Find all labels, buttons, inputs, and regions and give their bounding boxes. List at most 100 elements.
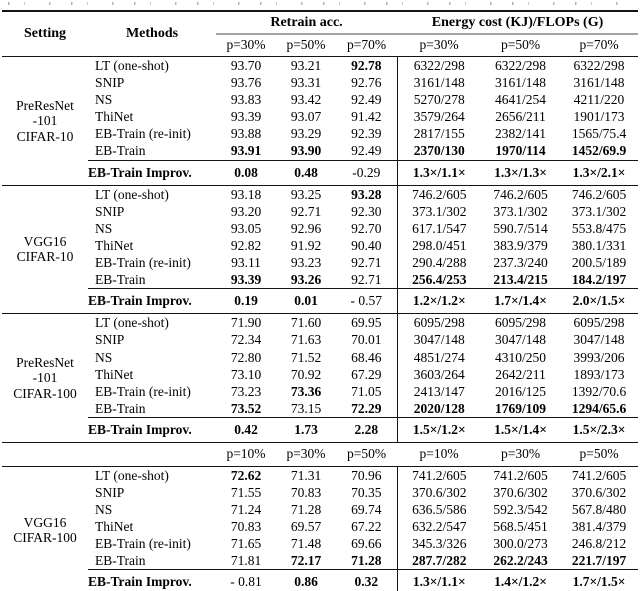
table-row: ThiNet 92.82 91.92 90.40 298.0/451 383.9/379 3… (2, 236, 638, 255)
table-row: NS 93.83 93.42 92.49 5270/278 4641/254 4211/22… (2, 91, 638, 109)
table-row: EB-Train 93.91 93.90 92.49 2370/130 1970/114 1… (2, 142, 638, 161)
method-cell: LT (one-shot) (95, 58, 169, 73)
improv-value-cell: 1.4×/1.2× (481, 569, 561, 591)
retrain-value-cell: 93.76 (230, 75, 262, 91)
improv-label-cell: EB-Train Improv. (88, 569, 216, 591)
retrain-value-cell: 92.70 (351, 220, 382, 236)
improv-value-cell: - 0.57 (336, 288, 398, 315)
improv-value-cell: 2.0×/1.5× (560, 288, 639, 315)
method-cell: NS (95, 92, 113, 108)
energy-value-cell: 370.6/302 (493, 484, 548, 500)
retrain-value-cell: 92.71 (290, 203, 322, 219)
method-cell: LT (one-shot) (95, 467, 169, 483)
energy-value-cell: 246.8/212 (571, 535, 627, 551)
retrain-value-cell: 70.01 (351, 332, 382, 348)
energy-value-cell: 298.0/451 (396, 236, 482, 255)
energy-value-cell: 741.2/605 (571, 467, 627, 483)
retrain-value-cell: 71.65 (230, 535, 262, 551)
table-row: EB-Train (re-init) 71.65 71.48 69.66 345.3/3… (2, 534, 638, 553)
retrain-value-cell: 72.62 (230, 467, 262, 483)
energy-value-cell: 6095/298 (573, 315, 625, 331)
energy-value-cell: 3161/148 (573, 75, 625, 91)
energy-value-cell: 553.8/475 (571, 220, 627, 236)
retrain-value-cell: 93.21 (290, 58, 322, 73)
p-label: p=50% (336, 442, 398, 467)
improv-value-cell: - 0.81 (216, 569, 276, 591)
improv-value-cell: 1.5×/2.3× (560, 416, 639, 443)
retrain-value-cell: 92.76 (351, 75, 382, 91)
p-label: p=70% (560, 34, 639, 57)
method-cell: ThiNet (95, 366, 134, 382)
energy-value-cell: 290.4/288 (396, 254, 482, 272)
retrain-value-cell: 67.22 (351, 518, 382, 534)
energy-value-cell: 1294/65.6 (571, 400, 627, 416)
improv-value-cell: -0.29 (336, 159, 398, 186)
energy-value-cell: 3161/148 (396, 74, 482, 92)
energy-value-cell: 746.2/605 (493, 186, 548, 202)
table-row: EB-Train 93.39 93.26 92.71 256.4/253 213.4/21… (2, 271, 638, 289)
group-header-energy-cost: Energy cost (KJ)/FLOPs (G) (397, 11, 639, 35)
table-row: PreResNet -101 CIFAR-10 LT (one-shot) 93.70 9… (2, 56, 638, 186)
setting-cell: PreResNet -101 CIFAR-100 (2, 313, 88, 443)
retrain-value-cell: 73.10 (230, 366, 262, 382)
retrain-value-cell: 71.28 (351, 553, 382, 569)
improv-row: EB-Train Improv. 0.42 1.73 2.28 1.5×/1.2× 1.5… (2, 416, 639, 443)
improv-row: EB-Train Improv. 0.08 0.48 -0.29 1.3×/1.1× 1.… (2, 159, 639, 186)
energy-value-cell: 1901/173 (573, 109, 625, 125)
energy-value-cell: 590.7/514 (493, 220, 548, 236)
retrain-value-cell: 73.15 (290, 400, 322, 416)
energy-value-cell: 1392/70.6 (571, 383, 627, 399)
improv-value-cell: 1.5×/1.4× (481, 416, 561, 443)
energy-value-cell: 2382/141 (495, 126, 547, 142)
retrain-value-cell: 93.31 (290, 75, 322, 91)
energy-value-cell: 6322/298 (573, 58, 625, 73)
setting-cell: VGG16 CIFAR-10 (2, 185, 88, 315)
method-cell: ThiNet (95, 109, 134, 125)
energy-value-cell: 380.1/331 (571, 237, 627, 253)
energy-value-cell: 746.2/605 (571, 186, 627, 202)
energy-value-cell: 373.1/302 (571, 203, 627, 219)
retrain-value-cell: 93.18 (230, 186, 262, 202)
method-cell: LT (one-shot) (95, 186, 169, 202)
retrain-value-cell: 71.28 (290, 501, 322, 517)
improv-value-cell: 1.3×/2.1× (560, 159, 639, 186)
group-header-row: Setting Methods Retrain acc. Energy cost… (2, 11, 639, 57)
retrain-value-cell: 93.42 (290, 92, 322, 108)
setting-line: PreResNet (16, 354, 74, 370)
retrain-value-cell: 73.52 (230, 400, 262, 416)
p-label: p=10% (397, 442, 482, 467)
retrain-value-cell: 72.29 (351, 400, 382, 416)
retrain-value-cell: 73.23 (230, 383, 262, 399)
energy-value-cell: 3603/264 (396, 365, 482, 383)
table-row: EB-Train 73.52 73.15 72.29 2020/128 1769/109 1… (2, 399, 638, 418)
method-cell: LT (one-shot) (95, 315, 169, 331)
p-label: p=10% (216, 442, 276, 467)
improv-value-cell: 0.08 (216, 159, 276, 186)
retrain-value-cell: 71.60 (290, 315, 322, 331)
retrain-value-cell: 92.82 (230, 237, 262, 253)
col-header-setting: Setting (2, 11, 88, 57)
retrain-value-cell: 69.95 (351, 315, 382, 331)
retrain-value-cell: 72.80 (230, 349, 262, 365)
energy-value-cell: 3161/148 (495, 75, 547, 91)
retrain-value-cell: 93.29 (290, 126, 322, 142)
table-row: NS 93.05 92.96 92.70 617.1/547 590.7/514 553.8… (2, 219, 638, 237)
table-row: EB-Train (re-init) 93.88 93.29 92.39 2817/15… (2, 125, 638, 143)
energy-value-cell: 373.1/302 (493, 203, 548, 219)
retrain-value-cell: 93.25 (290, 186, 322, 202)
table-row: ThiNet 70.83 69.57 67.22 632.2/547 568.5/451 3… (2, 517, 638, 535)
improv-value-cell: 0.32 (336, 569, 398, 591)
retrain-value-cell: 93.83 (230, 92, 262, 108)
energy-value-cell: 256.4/253 (396, 271, 482, 289)
method-cell: EB-Train (95, 272, 146, 288)
table-row: SNIP 93.20 92.71 92.30 373.1/302 373.1/302 373… (2, 202, 638, 220)
retrain-value-cell: 93.07 (290, 109, 322, 125)
p-label: p=30% (481, 442, 561, 467)
energy-value-cell: 1769/109 (495, 400, 547, 416)
p-label: p=30% (216, 34, 276, 57)
p-label: p=50% (276, 34, 336, 57)
method-cell: ThiNet (95, 237, 134, 253)
energy-value-cell: 5270/278 (396, 91, 482, 109)
setting-line: PreResNet (16, 97, 74, 113)
p-label: p=30% (276, 442, 336, 467)
